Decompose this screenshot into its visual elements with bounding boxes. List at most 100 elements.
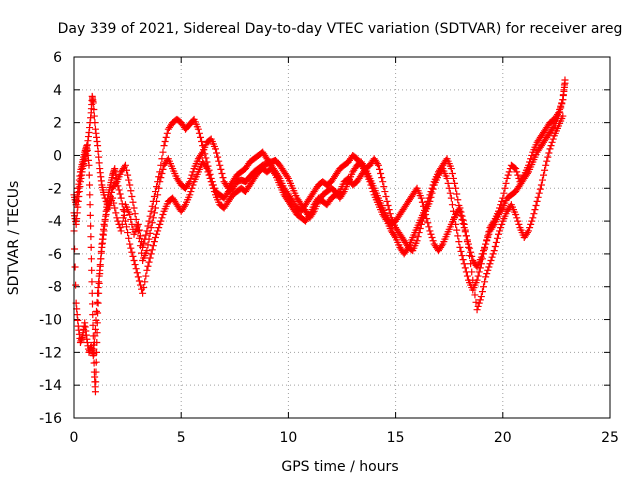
data-point-marker — [453, 190, 461, 198]
data-point-marker — [429, 181, 437, 189]
data-point-marker — [155, 184, 163, 192]
data-point-marker — [414, 233, 422, 241]
data-point-marker — [149, 214, 157, 222]
data-point-marker — [209, 184, 217, 192]
data-point-marker — [88, 300, 96, 308]
data-point-marker — [110, 199, 118, 207]
data-point-marker — [474, 272, 482, 280]
data-point-marker — [91, 119, 99, 127]
y-tick-label: -4 — [48, 214, 62, 230]
data-point-marker — [123, 223, 131, 231]
data-point-marker — [127, 187, 135, 195]
data-point-marker — [447, 165, 455, 173]
data-point-marker — [533, 197, 541, 205]
data-point-marker — [189, 181, 197, 189]
data-point-marker — [132, 215, 140, 223]
data-point-marker — [218, 170, 226, 178]
data-point-marker — [489, 222, 497, 230]
data-point-marker — [475, 299, 483, 307]
data-point-marker — [457, 247, 465, 255]
data-point-marker — [153, 197, 161, 205]
data-point-marker — [86, 211, 94, 219]
data-point-marker — [373, 160, 381, 168]
data-point-marker — [142, 272, 150, 280]
data-point-marker — [90, 106, 98, 114]
data-point-marker — [426, 191, 434, 199]
data-point-marker — [123, 166, 131, 174]
data-point-marker — [92, 378, 100, 386]
data-point-marker — [376, 165, 384, 173]
data-point-marker — [453, 226, 461, 234]
data-point-marker — [448, 201, 456, 209]
data-point-marker — [93, 307, 101, 315]
data-point-marker — [526, 224, 534, 232]
data-point-marker — [146, 254, 154, 262]
data-point-marker — [158, 155, 166, 163]
data-point-marker — [556, 108, 564, 116]
data-point-marker — [469, 276, 477, 284]
data-point-marker — [460, 220, 468, 228]
data-point-marker — [87, 255, 95, 263]
data-point-marker — [87, 243, 95, 251]
data-point-marker — [158, 214, 166, 222]
data-point-marker — [89, 321, 97, 329]
data-point-marker — [127, 244, 135, 252]
data-point-marker — [536, 185, 544, 193]
data-point-marker — [384, 202, 392, 210]
data-point-marker — [150, 238, 158, 246]
data-point-marker — [496, 227, 504, 235]
data-point-marker — [538, 176, 546, 184]
data-point-marker — [458, 252, 466, 260]
data-point-marker — [543, 157, 551, 165]
y-tick-label: -12 — [39, 345, 62, 361]
data-point-marker — [124, 171, 132, 179]
data-point-marker — [119, 206, 127, 214]
data-point-marker — [129, 252, 137, 260]
data-point-marker — [89, 352, 97, 360]
data-point-marker — [89, 99, 97, 107]
data-point-marker — [446, 189, 454, 197]
data-point-marker — [480, 283, 488, 291]
plot-frame — [73, 56, 611, 419]
data-point-marker — [146, 229, 154, 237]
data-point-marker — [207, 178, 215, 186]
data-point-marker — [163, 129, 171, 137]
data-point-marker — [214, 153, 222, 161]
data-point-marker — [463, 238, 471, 246]
chart-title: Day 339 of 2021, Sidereal Day-to-day VTE… — [58, 21, 623, 37]
data-point-marker — [488, 253, 496, 261]
data-point-marker — [86, 181, 94, 189]
data-point-marker — [485, 230, 493, 238]
data-point-marker — [133, 221, 141, 229]
data-point-marker — [92, 316, 100, 324]
data-point-marker — [549, 135, 557, 143]
data-point-marker — [486, 260, 494, 268]
data-point-marker — [126, 181, 134, 189]
data-point-marker — [467, 248, 475, 256]
data-point-marker — [270, 170, 278, 178]
data-point-marker — [217, 165, 225, 173]
data-point-marker — [125, 234, 133, 242]
data-point-marker — [132, 265, 140, 273]
data-point-marker — [466, 244, 474, 252]
data-point-marker — [505, 168, 513, 176]
data-point-marker — [512, 211, 520, 219]
data-point-marker — [511, 164, 519, 172]
data-point-marker — [208, 181, 216, 189]
data-point-marker — [91, 325, 99, 333]
data-point-marker — [455, 238, 463, 246]
data-point-marker — [452, 184, 460, 192]
data-point-marker — [418, 198, 426, 206]
data-points — [70, 76, 569, 396]
data-point-marker — [187, 174, 195, 182]
data-point-marker — [202, 154, 210, 162]
data-point-marker — [125, 176, 133, 184]
data-point-marker — [459, 256, 467, 264]
data-point-marker — [131, 261, 139, 269]
data-point-marker — [444, 179, 452, 187]
data-point-marker — [513, 168, 521, 176]
data-point-marker — [477, 293, 485, 301]
data-point-marker — [421, 206, 429, 214]
